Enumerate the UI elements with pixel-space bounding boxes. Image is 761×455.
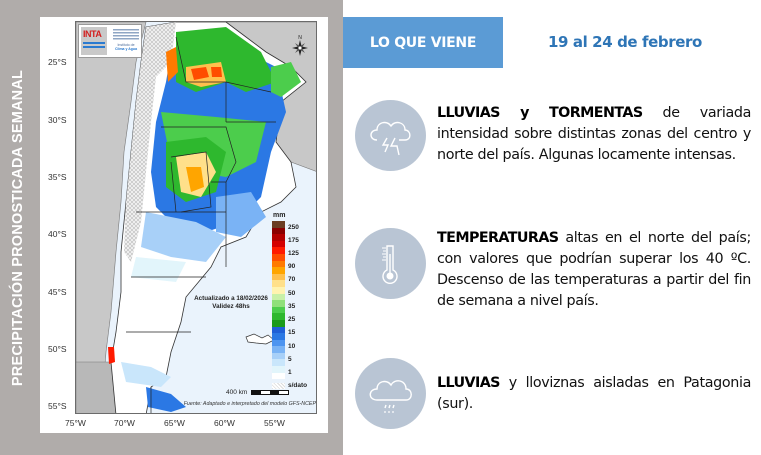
precipitation-map-card: 25°S 30°S 35°S 40°S 45°S 50°S 55°S 75°W … [40,17,328,433]
legend-swatch [272,234,285,241]
rain-cloud-icon [355,358,426,429]
legend-swatch [272,286,285,294]
instituto-clima-agua-logo: Instituto de Clima y Agua [111,27,141,55]
legend-label: 1 [288,369,292,376]
legend-swatch [272,280,285,287]
inta-logo: INTA [81,27,107,55]
legend-swatch [272,326,285,334]
legend-swatch [272,359,285,367]
vertical-title: PRECIPITACIÓN PRONOSTICADA SEMANAL [4,0,32,455]
legend-swatch [272,267,285,274]
logos-box: INTA Instituto de Clima y Agua [78,24,142,58]
item-bold: LLUVIAS y TORMENTAS [437,105,643,121]
lon-label-65w: 65°W [164,418,185,428]
legend-swatch [272,260,285,268]
legend-swatch [272,313,285,320]
legend-swatch [272,306,285,314]
legend-swatch [272,240,285,248]
legend-label: 5 [288,356,292,363]
lat-label-40s: 40°S [48,229,67,239]
legend-label: 35 [288,303,296,310]
legend-label-no-data: s/dato [288,382,308,389]
update-note: Actualizado a 18/02/2026 Validez 48hs [194,295,268,310]
legend-swatch [272,352,285,360]
item-body: y lloviznas aisladas en Patagonia (sur). [437,375,751,412]
no-data-swatch [272,383,285,389]
lo-que-viene-tab: LO QUE VIENE [343,17,503,68]
lon-label-55w: 55°W [264,418,285,428]
legend-swatch [272,247,285,254]
thermometer-icon [355,228,426,299]
legend-label: 25 [288,316,296,323]
map-frame: INTA Instituto de Clima y Agua N [75,21,317,414]
legend-label: 15 [288,329,296,336]
lat-label-25s: 25°S [48,57,67,67]
legend-swatch [272,339,285,347]
waves-icon [113,29,139,41]
lon-label-75w: 75°W [65,418,86,428]
item-body: altas en el norte del país; con valores … [437,230,751,309]
compass-rose-icon: N [292,35,308,56]
legend-label: 90 [288,263,296,270]
lat-label-35s: 35°S [48,172,67,182]
lon-label-60w: 60°W [214,418,235,428]
source-note: Fuente: Adaptado e interpretado del mode… [183,401,316,407]
legend-color-bar [272,221,285,380]
legend-swatch [272,273,285,281]
legend-label: 50 [288,290,296,297]
legend-label: 125 [288,250,299,257]
thunderstorm-icon [355,100,426,171]
legend-swatch [272,300,285,307]
legend-swatch [272,293,285,301]
legend-swatch [272,227,285,235]
scale-label: 400 km [226,389,248,396]
lon-label-70w: 70°W [114,418,135,428]
legend-swatch [272,366,285,373]
legend-swatch [272,221,285,228]
scale-bar: 400 km [226,389,290,396]
legend-unit: mm [273,212,286,219]
item-bold: LLUVIAS [437,375,500,391]
svg-text:N: N [298,35,302,41]
item-body: de variada intensidad sobre distintas zo… [437,105,751,163]
legend-label: 175 [288,237,299,244]
forecast-item-text: LLUVIAS y TORMENTAS de variada intensida… [437,103,751,166]
legend-label: 250 [288,224,299,231]
legend-label: 10 [288,343,296,350]
legend-swatch [272,319,285,327]
forecast-item-text: LLUVIAS y lloviznas aisladas en Patagoni… [437,373,751,415]
tab-label: LO QUE VIENE [369,34,477,51]
date-range: 19 al 24 de febrero [548,33,702,51]
item-bold: TEMPERATURAS [437,230,559,246]
lat-label-30s: 30°S [48,115,67,125]
forecast-item-text: TEMPERATURAS altas en el norte del país;… [437,228,751,312]
vertical-title-text: PRECIPITACIÓN PRONOSTICADA SEMANAL [10,69,26,386]
legend-swatch [272,333,285,340]
argentina-precipitation-map [76,22,316,413]
legend-swatch [272,372,285,380]
legend-swatch [272,253,285,261]
legend-swatch [272,346,285,353]
legend-label: 70 [288,276,296,283]
lat-label-45s: 45°S [48,287,67,297]
lat-label-50s: 50°S [48,344,67,354]
lat-label-55s: 55°S [48,401,67,411]
map-panel: PRECIPITACIÓN PRONOSTICADA SEMANAL 25°S … [0,0,343,455]
